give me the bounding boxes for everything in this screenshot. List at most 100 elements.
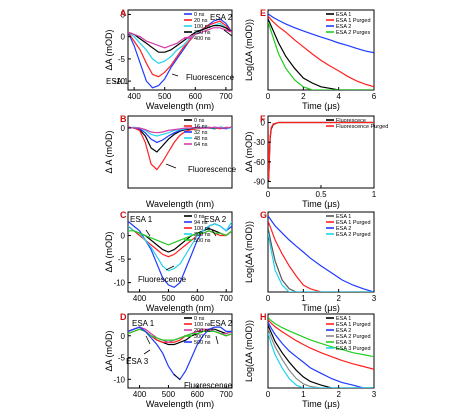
annotation-label: ESA 2 [210, 13, 233, 22]
x-tick-label: 500 [162, 294, 176, 303]
legend-label: 20 ns [194, 18, 208, 24]
x-tick-label: 700 [220, 390, 234, 399]
annotation-arrow [173, 373, 181, 381]
series-line-500-ns [128, 230, 232, 246]
series-line-0-ns [128, 18, 232, 89]
x-tick-label: 400 [133, 390, 147, 399]
x-axis-label: Time (μs) [302, 303, 340, 313]
y-axis-label: ΔA (mOD) [104, 330, 114, 371]
panel-f: 0 0.5 1 -90 -60 -30 0 Time (μs) ΔA (mOD) F Fluores… [244, 114, 388, 209]
series-line-esa-1-purged [268, 220, 374, 292]
series-line-250-ns [128, 25, 232, 53]
x-axis-label: Time (μs) [302, 101, 340, 111]
y-axis-label: ΔA (mOD) [104, 29, 114, 70]
x-tick-label: 2 [336, 294, 341, 303]
annotation-arrow [211, 229, 217, 237]
y-tick-label: 0 [121, 33, 126, 42]
x-tick-label: 0 [266, 390, 271, 399]
series-line-esa-2 [268, 215, 374, 292]
series-line-300-ns [128, 221, 232, 272]
y-tick-label: -10 [113, 279, 125, 288]
y-tick-label: 0 [121, 124, 126, 133]
legend-label: 0 ns [194, 214, 205, 220]
series-line-esa-3 [268, 317, 374, 358]
series-line-esa-1 [268, 18, 374, 90]
panel-c: 400 500 600 700 -10 -5 0 Wavelength (nm) ΔA (mOD… [104, 210, 233, 313]
panel-letter: E [260, 8, 266, 18]
series-line-esa-2 [268, 321, 374, 388]
series-line-esa-2-purged [268, 328, 374, 388]
x-axis-label: Time (μs) [302, 199, 340, 209]
x-tick-label: 700 [219, 92, 233, 101]
annotation-label: ESA 1 [130, 215, 153, 224]
y-tick-label: 0 [261, 119, 266, 128]
series-group [128, 126, 232, 171]
y-tick-label: -5 [118, 354, 126, 363]
y-tick-label: 0 [121, 332, 126, 341]
annotation-arrow [145, 229, 151, 237]
y-tick-label: 0 [121, 232, 126, 241]
legend-label: ESA 1 [336, 12, 351, 18]
series-line-esa-2-purged [268, 232, 374, 292]
plot-frame [267, 211, 375, 293]
x-axis-label: Time (μs) [302, 399, 340, 409]
series-group [128, 18, 232, 89]
annotation-label: Fluorescence [186, 73, 235, 82]
plot-frame [127, 115, 233, 189]
annotation-label: ESA 1 [132, 319, 155, 328]
panel-letter: G [260, 210, 267, 220]
y-tick-label: -10 [113, 375, 125, 384]
legend-label: 500 ns [194, 238, 211, 244]
series-group [128, 220, 232, 288]
annotation-label: ESA 2 [204, 215, 227, 224]
x-tick-label: 400 [133, 294, 147, 303]
x-tick-label: 600 [189, 92, 203, 101]
legend-label: 0 ns [194, 118, 205, 124]
x-axis-label: Wavelength (nm) [146, 399, 214, 409]
x-tick-label: 0 [266, 190, 271, 199]
legend-label: 0 ns [194, 12, 205, 18]
x-tick-label: 2 [301, 92, 306, 101]
annotation-arrow [171, 73, 179, 77]
x-axis-label: Wavelength (nm) [146, 199, 214, 209]
x-tick-label: 6 [372, 92, 377, 101]
y-tick-label: -5 [118, 255, 126, 264]
annotation-arrow [143, 349, 151, 355]
legend-label: 500 ns [194, 340, 211, 346]
y-axis-label: Δ A (mOD) [104, 130, 114, 173]
legend-label: ESA 2 [336, 328, 351, 334]
series-group [268, 13, 374, 90]
panel-letter: F [260, 114, 266, 124]
series-line-esa-2 [268, 13, 374, 54]
legend-label: Fluorescece [336, 118, 366, 124]
panel-d: 400 500 600 700 -10 -5 0 Wavelength (nm) ΔA (mOD… [104, 312, 233, 409]
y-tick-label: -5 [118, 55, 126, 64]
x-tick-label: 0 [266, 294, 271, 303]
series-line-48-ns [128, 126, 232, 137]
annotation-label: Fluorescence [188, 165, 237, 174]
series-line-400-ns [128, 27, 232, 49]
legend-label: 0 ns [194, 316, 205, 322]
x-tick-label: 1 [301, 390, 306, 399]
series-line-esa-2-purges [268, 21, 374, 90]
legend-label: ESA 1 [336, 316, 351, 322]
legend-label: ESA 2 Purged [336, 232, 371, 238]
legend-label: ESA 1 Purged [336, 220, 371, 226]
x-axis-label: Wavelength (nm) [146, 101, 214, 111]
legend-label: ESA 2 Purges [336, 30, 370, 36]
legend-label: 94 ns [194, 220, 208, 226]
panel-a: 400 500 600 700 -10 -5 0 5 Wavelength (nm) ΔA (mO… [104, 8, 235, 111]
series-line-64-ns [128, 126, 232, 134]
y-tick-label: -60 [253, 158, 265, 167]
x-tick-label: 700 [220, 294, 234, 303]
annotation-arrow [223, 29, 233, 37]
x-tick-label: 500 [158, 92, 172, 101]
panel-letter: B [120, 114, 127, 124]
annotation-label: ESA 3 [126, 357, 149, 366]
legend-label: 100 ns [194, 24, 211, 30]
x-axis-label: Wavelength (nm) [146, 303, 214, 313]
x-tick-label: 1 [301, 294, 306, 303]
